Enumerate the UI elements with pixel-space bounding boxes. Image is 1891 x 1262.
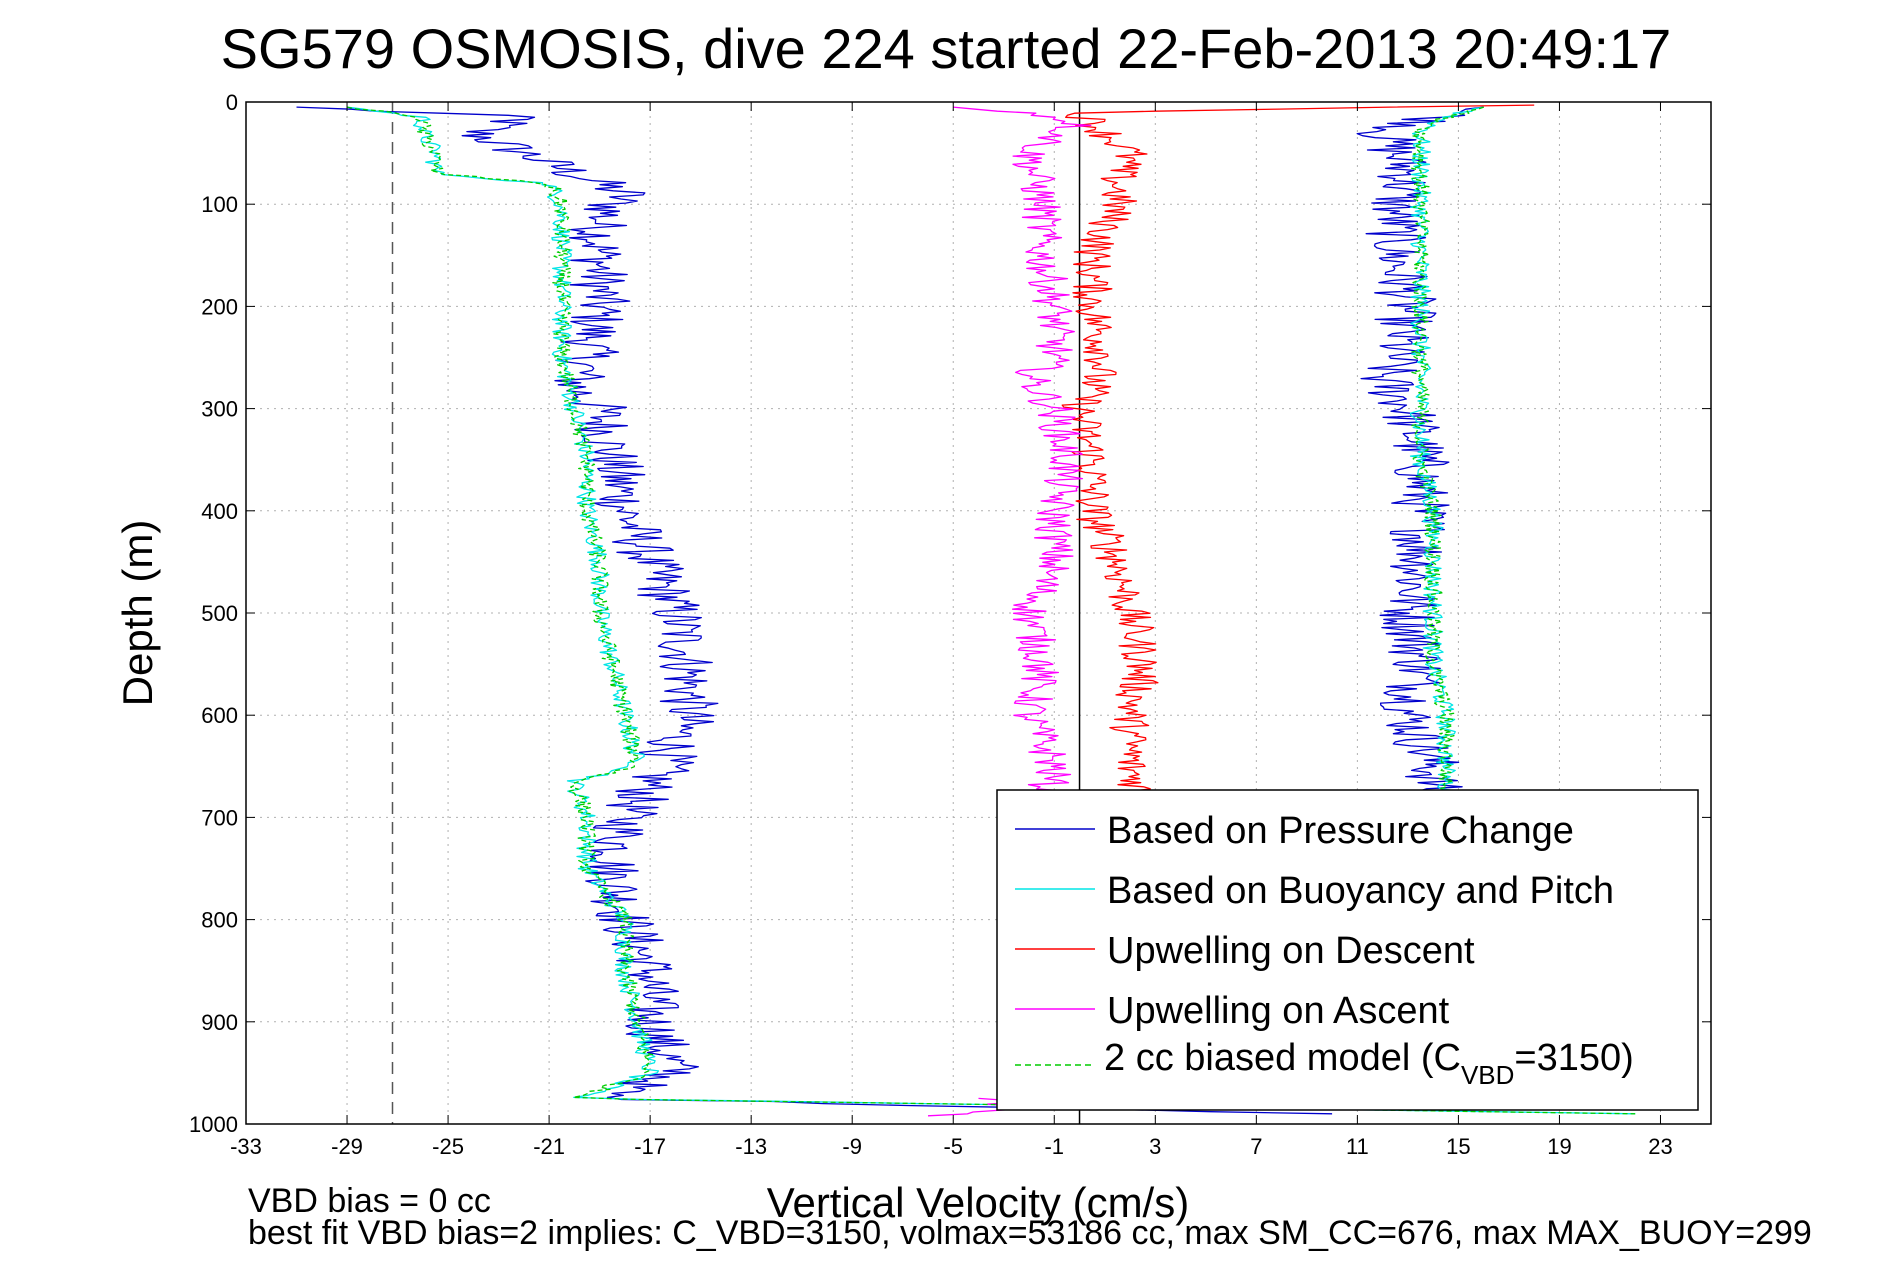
y-tick-label: 800 [201, 908, 238, 933]
series-line-4-segment-1 [1411, 106, 1484, 798]
series-line-2-segment-0 [1061, 104, 1535, 798]
x-tick-label: -21 [533, 1134, 565, 1159]
y-tick-label: 400 [201, 499, 238, 524]
legend-label-pressure-change: Based on Pressure Change [1107, 810, 1574, 852]
y-tick-label: 600 [201, 703, 238, 728]
x-tick-label: -9 [842, 1134, 862, 1159]
legend-label-biased-model: 2 cc biased model (CVBD=3150) [1104, 1037, 1634, 1090]
legend-label-biased-model-suffix: =3150) [1514, 1037, 1633, 1079]
y-tick-label: 700 [201, 805, 238, 830]
x-tick-label: 11 [1346, 1134, 1369, 1159]
x-tick-label: -5 [943, 1134, 963, 1159]
legend-label-upwelling-descent: Upwelling on Descent [1107, 930, 1475, 972]
x-axis-label: Vertical Velocity (cm/s) [767, 1179, 1189, 1226]
x-tick-label: -17 [634, 1134, 666, 1159]
y-axis-ticks: 0 100 200 300 400 500 600 700 800 900 1000 [189, 90, 1711, 1137]
series-line-0-segment-0 [296, 106, 1333, 1115]
x-tick-label: 15 [1446, 1134, 1470, 1159]
y-tick-label: 300 [201, 397, 238, 422]
x-tick-label: -13 [735, 1134, 767, 1159]
x-tick-label: -25 [432, 1134, 464, 1159]
legend-label-buoyancy-pitch: Based on Buoyancy and Pitch [1107, 870, 1614, 912]
x-tick-label: 19 [1547, 1134, 1571, 1159]
chart-title: SG579 OSMOSIS, dive 224 started 22-Feb-2… [221, 17, 1672, 80]
note-vbd-bias: VBD bias = 0 cc [248, 1182, 491, 1220]
y-axis-label: Depth (m) [114, 520, 161, 707]
legend-box [996, 789, 1699, 1111]
legend-label-biased-model-prefix: 2 cc biased model (C [1104, 1037, 1461, 1079]
legend-label-upwelling-ascent: Upwelling on Ascent [1107, 990, 1450, 1032]
x-tick-label: 23 [1648, 1134, 1672, 1159]
x-tick-label: -33 [230, 1134, 262, 1159]
x-axis-ticks: -33 -29 -25 -21 -17 -13 -9 -5 -1 3 7 11 15 19 23 [230, 102, 1673, 1159]
series-line-0-segment-1 [1356, 106, 1484, 798]
y-tick-label: 1000 [189, 1112, 238, 1137]
note-best-fit: best fit VBD bias=2 implies: C_VBD=3150,… [248, 1214, 1812, 1252]
series-line-4-segment-0 [346, 106, 1636, 1115]
y-tick-label: 200 [201, 294, 238, 319]
series-line-3-segment-0 [953, 106, 1092, 808]
y-tick-label: 500 [201, 601, 238, 626]
y-tick-label: 100 [201, 192, 238, 217]
x-tick-label: -29 [331, 1134, 363, 1159]
y-tick-label: 0 [226, 90, 238, 115]
grid [245, 101, 1711, 1125]
x-tick-label: 7 [1250, 1134, 1262, 1159]
x-tick-label: -1 [1044, 1134, 1064, 1159]
x-tick-label: 3 [1149, 1134, 1161, 1159]
legend: Based on Pressure Change Based on Buoyan… [996, 789, 1699, 1111]
legend-label-biased-model-sub: VBD [1461, 1060, 1514, 1090]
y-tick-label: 900 [201, 1010, 238, 1035]
